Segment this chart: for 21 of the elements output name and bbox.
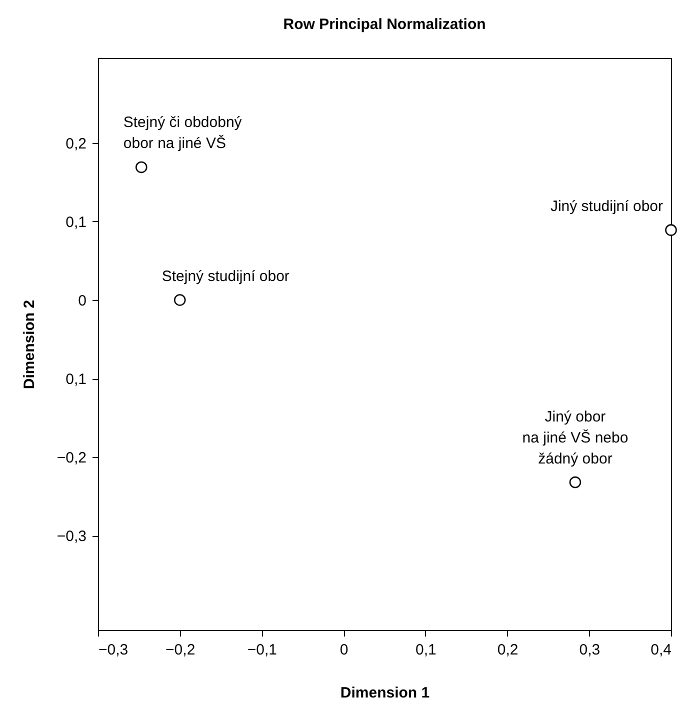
y-axis-title: Dimension 2 — [20, 300, 38, 390]
x-tick-label: 0,3 — [579, 642, 600, 658]
annotation: Jiný studijní obor — [550, 198, 663, 216]
y-tick-label: 0,1 — [66, 214, 86, 231]
y-tick-label: −0,2 — [56, 450, 86, 467]
chart-title: Row Principal Normalization — [283, 16, 486, 33]
x-tick-label: 0,4 — [650, 642, 672, 658]
annotation: Jiný obor na jiné VŠ nebo žádný obor — [522, 408, 628, 468]
y-tick-label: 0,1 — [66, 371, 86, 388]
x-tick-label: 0,2 — [497, 642, 518, 658]
y-tick-label: −0,3 — [56, 528, 86, 546]
annotation: Stejný či obdobný obor na jiné VŠ — [123, 114, 242, 152]
y-tick-label: 0 — [78, 292, 86, 310]
x-tick-label: 0,1 — [416, 642, 436, 658]
annotation: Stejný studijní obor — [162, 268, 290, 285]
x-tick-label: −0,2 — [166, 642, 196, 658]
x-tick-label: −0,1 — [247, 642, 278, 658]
x-tick-label: 0 — [340, 642, 348, 658]
x-axis-title: Dimension 1 — [340, 684, 430, 702]
x-tick-label: −0,3 — [98, 642, 128, 658]
y-tick-label: 0,2 — [66, 135, 86, 152]
